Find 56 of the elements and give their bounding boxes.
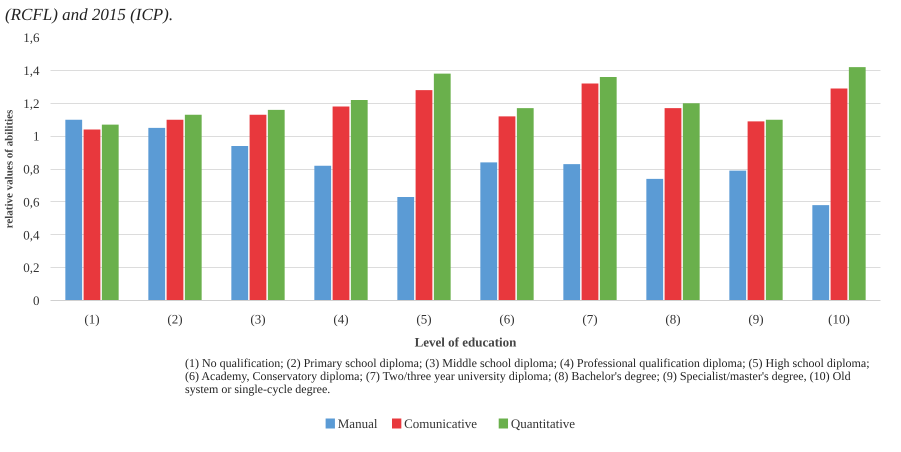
bar — [848, 67, 866, 300]
x-tick-label: (1) — [84, 312, 100, 326]
bar — [664, 108, 682, 300]
y-tick-label: 0,4 — [23, 227, 40, 242]
bar — [250, 114, 266, 300]
bar — [231, 146, 248, 300]
bar — [766, 120, 783, 300]
bar — [563, 164, 580, 300]
y-tick-label: 1,2 — [23, 96, 40, 111]
x-tick-label: (9) — [748, 312, 764, 326]
bar — [166, 120, 184, 300]
bar — [748, 121, 764, 300]
bar — [582, 84, 598, 300]
x-tick-label: (2) — [167, 312, 183, 326]
y-tick-label: 0,6 — [23, 194, 40, 210]
text: (1) No qualification; (2) Primary school diploma; (3) Middle school diploma; (4) Professional qualification diploma; (5) High school diploma; (6) Academy, Conservatory diploma; (7) Two/three year university diploma; (8) Bachelor's degree; (9) Specialist/master's degree, (10) Old system or single-cycle degree. — [185, 356, 871, 396]
y-tick-label: 1 — [33, 128, 40, 144]
x-tick-label: (3) — [250, 312, 266, 326]
legend-label: Comunicative — [404, 416, 478, 431]
bar — [416, 90, 432, 300]
x-tick-label: (7) — [582, 312, 598, 326]
x-tick-label: (10) — [828, 312, 850, 326]
bar — [397, 196, 414, 300]
bar — [729, 170, 746, 300]
bar — [84, 130, 100, 300]
y-tick-label: 0,8 — [23, 162, 40, 176]
bar — [102, 124, 119, 300]
bar — [830, 88, 848, 300]
bar — [332, 106, 350, 300]
bar — [498, 116, 516, 300]
y-axis-title: relative values of abilities — [3, 108, 16, 228]
legend-label: Manual — [338, 416, 378, 431]
x-axis-title: Level of education — [414, 334, 518, 350]
bar — [812, 205, 830, 300]
bar — [314, 166, 332, 300]
x-tick-label: (6) — [499, 312, 515, 326]
y-tick-label: 0,2 — [23, 260, 40, 276]
y-tick-label: 1,6 — [23, 30, 40, 45]
bar — [682, 103, 700, 300]
x-tick-label: (5) — [416, 312, 432, 326]
legend-label: Quantitative — [510, 416, 576, 431]
bar — [480, 162, 498, 300]
y-tick-label: 1,4 — [23, 62, 40, 78]
bar — [434, 74, 451, 300]
bar — [350, 100, 368, 300]
text: (RCFL) and 2015 (ICP). — [5, 5, 174, 25]
x-tick-label: (8) — [665, 312, 681, 326]
bar — [268, 110, 285, 300]
bar — [148, 128, 166, 300]
bar — [65, 120, 82, 300]
bar — [600, 76, 617, 300]
bar — [184, 114, 202, 300]
x-tick-label: (4) — [333, 312, 349, 326]
y-tick-label: 0 — [33, 293, 40, 308]
bar — [646, 178, 664, 300]
bar — [516, 108, 534, 300]
